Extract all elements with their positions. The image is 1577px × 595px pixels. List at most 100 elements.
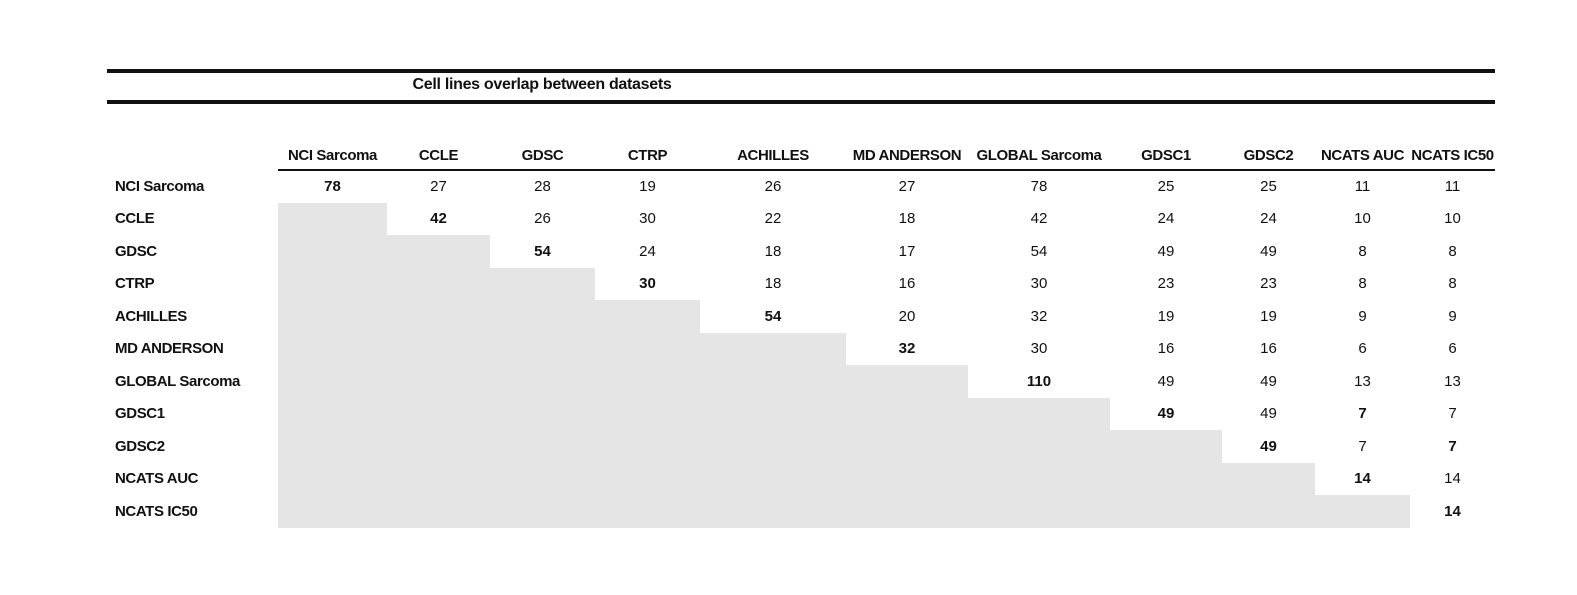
table-row-ctrp: CTRP 30 18 16 30 23 23 8 8 — [107, 267, 1495, 300]
cell-md-anderson-gdsc2: 16 — [1260, 340, 1277, 358]
empty-cell — [490, 430, 595, 463]
cell-gdsc-gdsc: 54 — [534, 242, 551, 260]
empty-cell — [387, 332, 490, 365]
table-row-gdsc1: GDSC1 49 49 7 7 — [107, 397, 1495, 430]
row-label-gdsc: GDSC — [115, 242, 157, 260]
row-label-global-sarcoma: GLOBAL Sarcoma — [115, 372, 240, 390]
cell-global-sarcoma-gdsc1: 49 — [1157, 372, 1175, 390]
empty-cell — [1110, 430, 1222, 463]
empty-cell — [595, 495, 700, 528]
cell-ccle-md-anderson: 18 — [898, 210, 916, 228]
cell-ctrp-ncats-auc: 8 — [1358, 275, 1367, 293]
cell-gdsc2-ncats-auc: 7 — [1358, 437, 1367, 455]
empty-cell — [595, 397, 700, 430]
cell-gdsc1-gdsc1: 49 — [1157, 405, 1175, 423]
column-header-ctrp: CTRP — [595, 128, 700, 171]
empty-cell — [595, 462, 700, 495]
empty-cell — [278, 300, 387, 333]
empty-cell — [490, 495, 595, 528]
empty-cell — [387, 300, 490, 333]
table-row-ccle: CCLE 42 26 30 22 18 42 24 24 10 10 — [107, 202, 1495, 235]
row-label-gdsc1: GDSC1 — [115, 405, 165, 423]
empty-cell — [968, 495, 1110, 528]
empty-cell — [278, 332, 387, 365]
empty-cell — [700, 332, 846, 365]
empty-cell — [278, 495, 387, 528]
empty-cell — [846, 397, 968, 430]
row-label-achilles: ACHILLES — [115, 307, 187, 325]
empty-cell — [278, 235, 387, 268]
cell-gdsc1-ncats-auc: 7 — [1358, 405, 1367, 423]
row-label-nci-sarcoma: NCI Sarcoma — [115, 177, 204, 195]
empty-cell — [490, 365, 595, 398]
cell-achilles-ncats-ic50: 9 — [1448, 307, 1457, 325]
cell-nci-sarcoma-md-anderson: 27 — [898, 178, 916, 196]
empty-cell — [387, 430, 490, 463]
cell-md-anderson-md-anderson: 32 — [898, 340, 916, 358]
overlap-table: NCI Sarcoma CCLE GDSC CTRP ACHILLES MD ANDERS… — [107, 128, 1495, 528]
empty-cell — [1222, 462, 1315, 495]
empty-cell — [1315, 495, 1410, 528]
empty-cell — [387, 462, 490, 495]
empty-cell — [700, 430, 846, 463]
empty-cell — [278, 365, 387, 398]
table-title: Cell lines overlap between datasets — [412, 76, 672, 93]
cell-ctrp-ctrp: 30 — [639, 275, 656, 293]
cell-achilles-gdsc2: 19 — [1260, 307, 1277, 325]
cell-gdsc1-gdsc2: 49 — [1260, 405, 1277, 423]
empty-cell — [490, 332, 595, 365]
empty-cell — [595, 300, 700, 333]
cell-md-anderson-global-sarcoma: 30 — [1030, 340, 1048, 358]
column-header-row: NCI Sarcoma CCLE GDSC CTRP ACHILLES MD ANDERS… — [107, 128, 1495, 171]
cell-nci-sarcoma-ncats-auc: 11 — [1354, 178, 1371, 196]
cell-global-sarcoma-gdsc2: 49 — [1260, 372, 1277, 390]
cell-gdsc1-ncats-ic50: 7 — [1448, 405, 1457, 423]
cell-md-anderson-ncats-auc: 6 — [1358, 340, 1367, 358]
cell-md-anderson-ncats-ic50: 6 — [1448, 340, 1457, 358]
cell-gdsc-ncats-auc: 8 — [1358, 242, 1367, 260]
cell-gdsc-global-sarcoma: 54 — [1030, 242, 1048, 260]
cell-md-anderson-gdsc1: 16 — [1157, 340, 1175, 358]
empty-cell — [846, 462, 968, 495]
column-header-global-sarcoma: GLOBAL Sarcoma — [968, 128, 1110, 171]
mid-rule — [107, 100, 1495, 104]
empty-cell — [700, 462, 846, 495]
cell-nci-sarcoma-gdsc1: 25 — [1157, 178, 1175, 196]
cell-nci-sarcoma-gdsc2: 25 — [1260, 178, 1277, 196]
row-label-gdsc2: GDSC2 — [115, 437, 165, 455]
cell-ccle-ncats-ic50: 10 — [1444, 210, 1461, 228]
empty-cell — [278, 462, 387, 495]
cell-gdsc-md-anderson: 17 — [898, 242, 916, 260]
cell-global-sarcoma-global-sarcoma: 110 — [1026, 372, 1052, 390]
empty-cell — [490, 462, 595, 495]
cell-nci-sarcoma-global-sarcoma: 78 — [1030, 178, 1048, 196]
cell-ctrp-md-anderson: 16 — [898, 275, 916, 293]
empty-cell — [387, 495, 490, 528]
column-header-gdsc2: GDSC2 — [1222, 128, 1315, 171]
table-row-gdsc2: GDSC2 49 7 7 — [107, 430, 1495, 463]
column-header-ncats-ic50: NCATS IC50 — [1410, 128, 1495, 171]
cell-gdsc2-gdsc2: 49 — [1260, 437, 1277, 455]
empty-cell — [595, 365, 700, 398]
cell-ncats-auc-ncats-ic50: 14 — [1444, 470, 1461, 488]
cell-achilles-md-anderson: 20 — [898, 307, 916, 325]
cell-ccle-gdsc2: 24 — [1260, 210, 1277, 228]
cell-achilles-global-sarcoma: 32 — [1030, 307, 1048, 325]
cell-ccle-ctrp: 30 — [639, 210, 656, 228]
cell-ncats-ic50-ncats-ic50: 14 — [1444, 502, 1461, 520]
cell-ctrp-gdsc2: 23 — [1260, 275, 1277, 293]
empty-cell — [490, 397, 595, 430]
table-row-ncats-auc: NCATS AUC 14 14 — [107, 462, 1495, 495]
column-header-ncats-auc: NCATS AUC — [1315, 128, 1410, 171]
column-header-ccle: CCLE — [387, 128, 490, 171]
column-header-gdsc: GDSC — [490, 128, 595, 171]
empty-cell — [278, 397, 387, 430]
empty-cell — [490, 300, 595, 333]
cell-nci-sarcoma-ccle: 27 — [430, 178, 447, 196]
cell-gdsc2-ncats-ic50: 7 — [1448, 437, 1457, 455]
empty-cell — [278, 430, 387, 463]
cell-achilles-achilles: 54 — [764, 307, 782, 325]
row-label-ncats-ic50: NCATS IC50 — [115, 502, 198, 520]
table-row-ncats-ic50: NCATS IC50 14 — [107, 495, 1495, 528]
empty-cell — [846, 495, 968, 528]
